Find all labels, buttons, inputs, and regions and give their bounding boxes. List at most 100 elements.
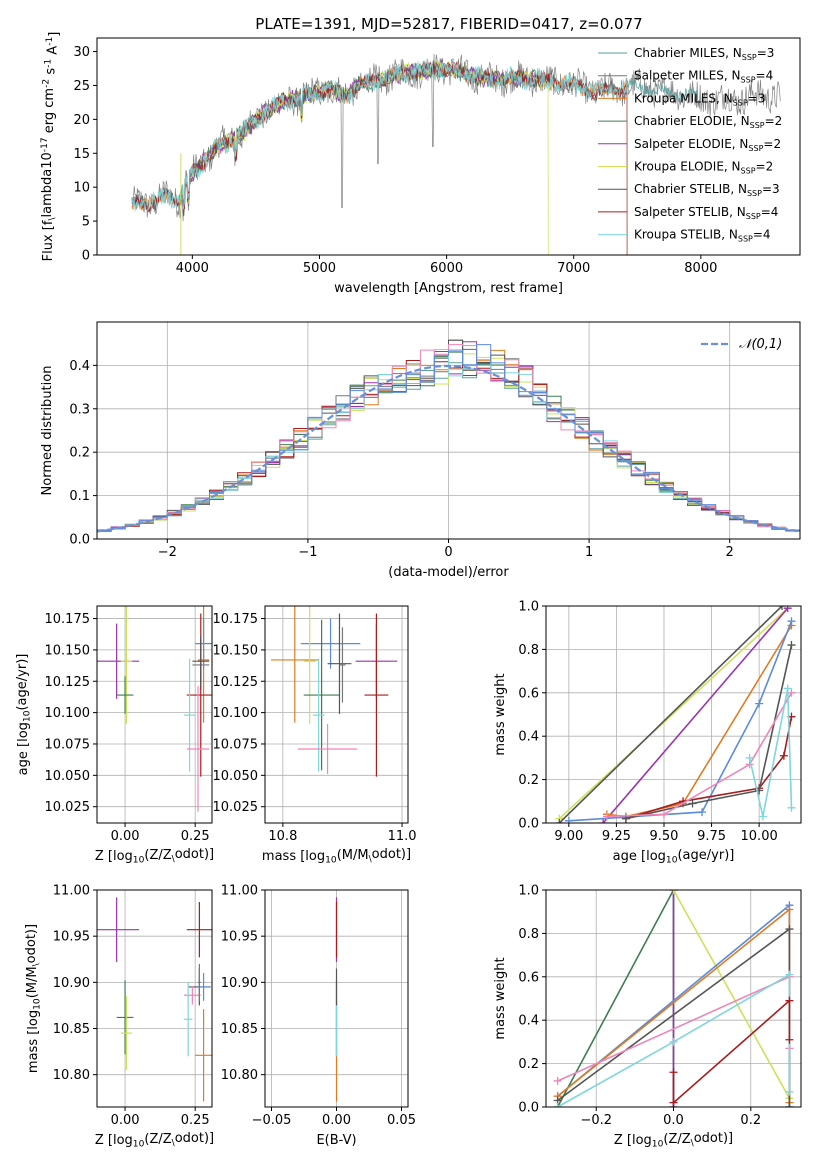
- y-tick-label: 10.050: [213, 769, 259, 784]
- series-marker: [785, 970, 794, 979]
- spectrum-line: [131, 63, 701, 212]
- y-tick-label: 10.025: [213, 800, 259, 815]
- legend-subscript: SSP: [733, 98, 748, 107]
- series-marker: [758, 812, 767, 821]
- y-tick-label: 1.0: [518, 600, 539, 615]
- legend-label: 𝒩(0,1): [739, 337, 782, 352]
- panel-massweight_vs_Z: −0.2 0.0 0.2 0.0 0.2 0.4 0.6 0.8 1.0 Z [log10(Z/Z…: [493, 884, 802, 1149]
- y-tick-label: 10.175: [45, 612, 91, 627]
- x-axis-label: wavelength [Angstrom, rest frame]: [334, 281, 563, 296]
- label-fragment: lambda10: [40, 152, 55, 217]
- label-fragment: \: [691, 1138, 695, 1148]
- plot-area: [555, 606, 796, 823]
- label-fragment: age [log: [613, 849, 666, 864]
- y-tick-label: 10.125: [45, 675, 91, 690]
- series-line: [748, 688, 793, 817]
- legend-label: Salpeter MILES, NSSP=4: [634, 69, 773, 85]
- x-tick-label: 0.25: [181, 829, 210, 844]
- x-tick-label: 7000: [557, 261, 590, 276]
- legend-count: =4: [761, 205, 779, 219]
- series-marker: [779, 751, 788, 760]
- legend-subscript: SSP: [748, 144, 763, 153]
- series-marker: [783, 684, 792, 693]
- y-tick-label: 10.150: [213, 643, 259, 658]
- label-fragment: (Z/Z: [144, 1132, 171, 1147]
- legend-label: Salpeter STELIB, NSSP=4: [634, 205, 778, 221]
- label-fragment: Flux [f: [41, 220, 56, 261]
- legend-label: Kroupa ELODIE, NSSP=2: [634, 160, 773, 176]
- label-fragment: \: [172, 854, 176, 864]
- label-fragment: odot)]: [24, 924, 39, 963]
- y-tick-label: 5: [82, 215, 90, 230]
- panel-mass_vs_EBV: −0.05 0.00 0.05 10.80 10.85 10.90 10.95 11.00 E(…: [221, 884, 416, 1149]
- label-fragment: odot)]: [175, 1131, 214, 1146]
- y-tick-label: 10.150: [45, 643, 91, 658]
- y-tick-label: 25: [73, 79, 90, 94]
- y-tick-label: 11.00: [53, 884, 90, 899]
- label-fragment: (age/yr)]: [677, 848, 734, 863]
- y-tick-label: 10.80: [221, 1068, 258, 1083]
- y-tick-label: 10.80: [53, 1068, 90, 1083]
- x-tick-label: 0.00: [111, 1113, 140, 1128]
- x-tick-label: 11.0: [388, 829, 417, 844]
- series-line: [558, 606, 783, 823]
- y-tick-label: 20: [73, 113, 90, 128]
- legend-label: Kroupa MILES, NSSP=3: [634, 91, 765, 107]
- legend-count: =3: [748, 91, 766, 105]
- x-axis-label: Z [log10(Z/Z\odot)]: [614, 1131, 733, 1149]
- label-fragment: mass weight: [493, 957, 508, 1039]
- label-fragment: mass [log: [26, 1010, 41, 1073]
- label-fragment: \: [172, 1138, 176, 1148]
- y-tick-label: 0.1: [69, 489, 90, 504]
- label-fragment: \: [369, 854, 373, 864]
- y-tick-label: 15: [73, 147, 90, 162]
- x-tick-label: 0.25: [181, 1113, 210, 1128]
- x-tick-label: 4000: [176, 261, 209, 276]
- legend-text: Chabrier STELIB, N: [634, 182, 747, 196]
- y-axis-label: Normed distribution: [40, 366, 55, 496]
- series-marker: [785, 905, 794, 914]
- x-tick-label: 10.8: [268, 829, 297, 844]
- axes-frame: [264, 605, 409, 824]
- x-tick-label: 0.00: [111, 829, 140, 844]
- series-marker: [777, 606, 786, 610]
- label-fragment: (M/M: [25, 966, 40, 998]
- y-tick-label: 10.95: [221, 930, 258, 945]
- label-fragment: 10: [22, 710, 32, 722]
- series-marker: [787, 617, 796, 626]
- series-marker: [783, 606, 792, 613]
- label-fragment: Z [log: [95, 1133, 133, 1148]
- legend-text: Kroupa ELODIE, N: [634, 160, 741, 174]
- y-tick-label: 0.0: [518, 817, 539, 832]
- y-tick-label: 10.075: [213, 737, 259, 752]
- label-fragment: ]: [47, 32, 62, 37]
- label-fragment: A: [45, 46, 60, 59]
- label-fragment: \: [47, 217, 57, 221]
- legend-text: Salpeter ELODIE, N: [634, 137, 748, 151]
- y-tick-label: 0.4: [69, 359, 90, 374]
- legend-subscript: SSP: [750, 121, 765, 130]
- legend-text: Kroupa STELIB, N: [634, 228, 738, 242]
- plot-area: [97, 339, 800, 534]
- x-axis-label: mass [log10(M/M\odot)]: [262, 847, 411, 865]
- x-tick-label: 9.00: [554, 829, 583, 844]
- panel-age_vs_Z: 0.00 0.25 10.025 10.050 10.075 10.100 10.125 10…: [15, 605, 214, 865]
- series-marker: [564, 816, 573, 823]
- y-tick-label: 0.6: [518, 970, 539, 985]
- y-tick-label: 10.95: [53, 930, 90, 945]
- y-tick-label: 10.90: [221, 976, 258, 991]
- label-fragment: -1: [45, 37, 55, 46]
- spectrum-line: [131, 58, 628, 212]
- legend-text: Kroupa MILES, N: [634, 91, 733, 105]
- x-axis-label: Z [log10(Z/Z\odot)]: [95, 847, 214, 865]
- legend-text: Chabrier MILES, N: [634, 46, 742, 60]
- y-tick-label: 1.0: [518, 884, 539, 899]
- y-tick-label: 10.85: [221, 1022, 258, 1037]
- legend-count: =3: [762, 182, 780, 196]
- x-tick-label: 9.50: [650, 829, 679, 844]
- label-fragment: Normed distribution: [40, 366, 55, 496]
- series-marker: [785, 1035, 794, 1044]
- x-tick-label: 0.05: [387, 1113, 416, 1128]
- x-tick-label: 2: [726, 545, 734, 560]
- series-line: [602, 607, 789, 823]
